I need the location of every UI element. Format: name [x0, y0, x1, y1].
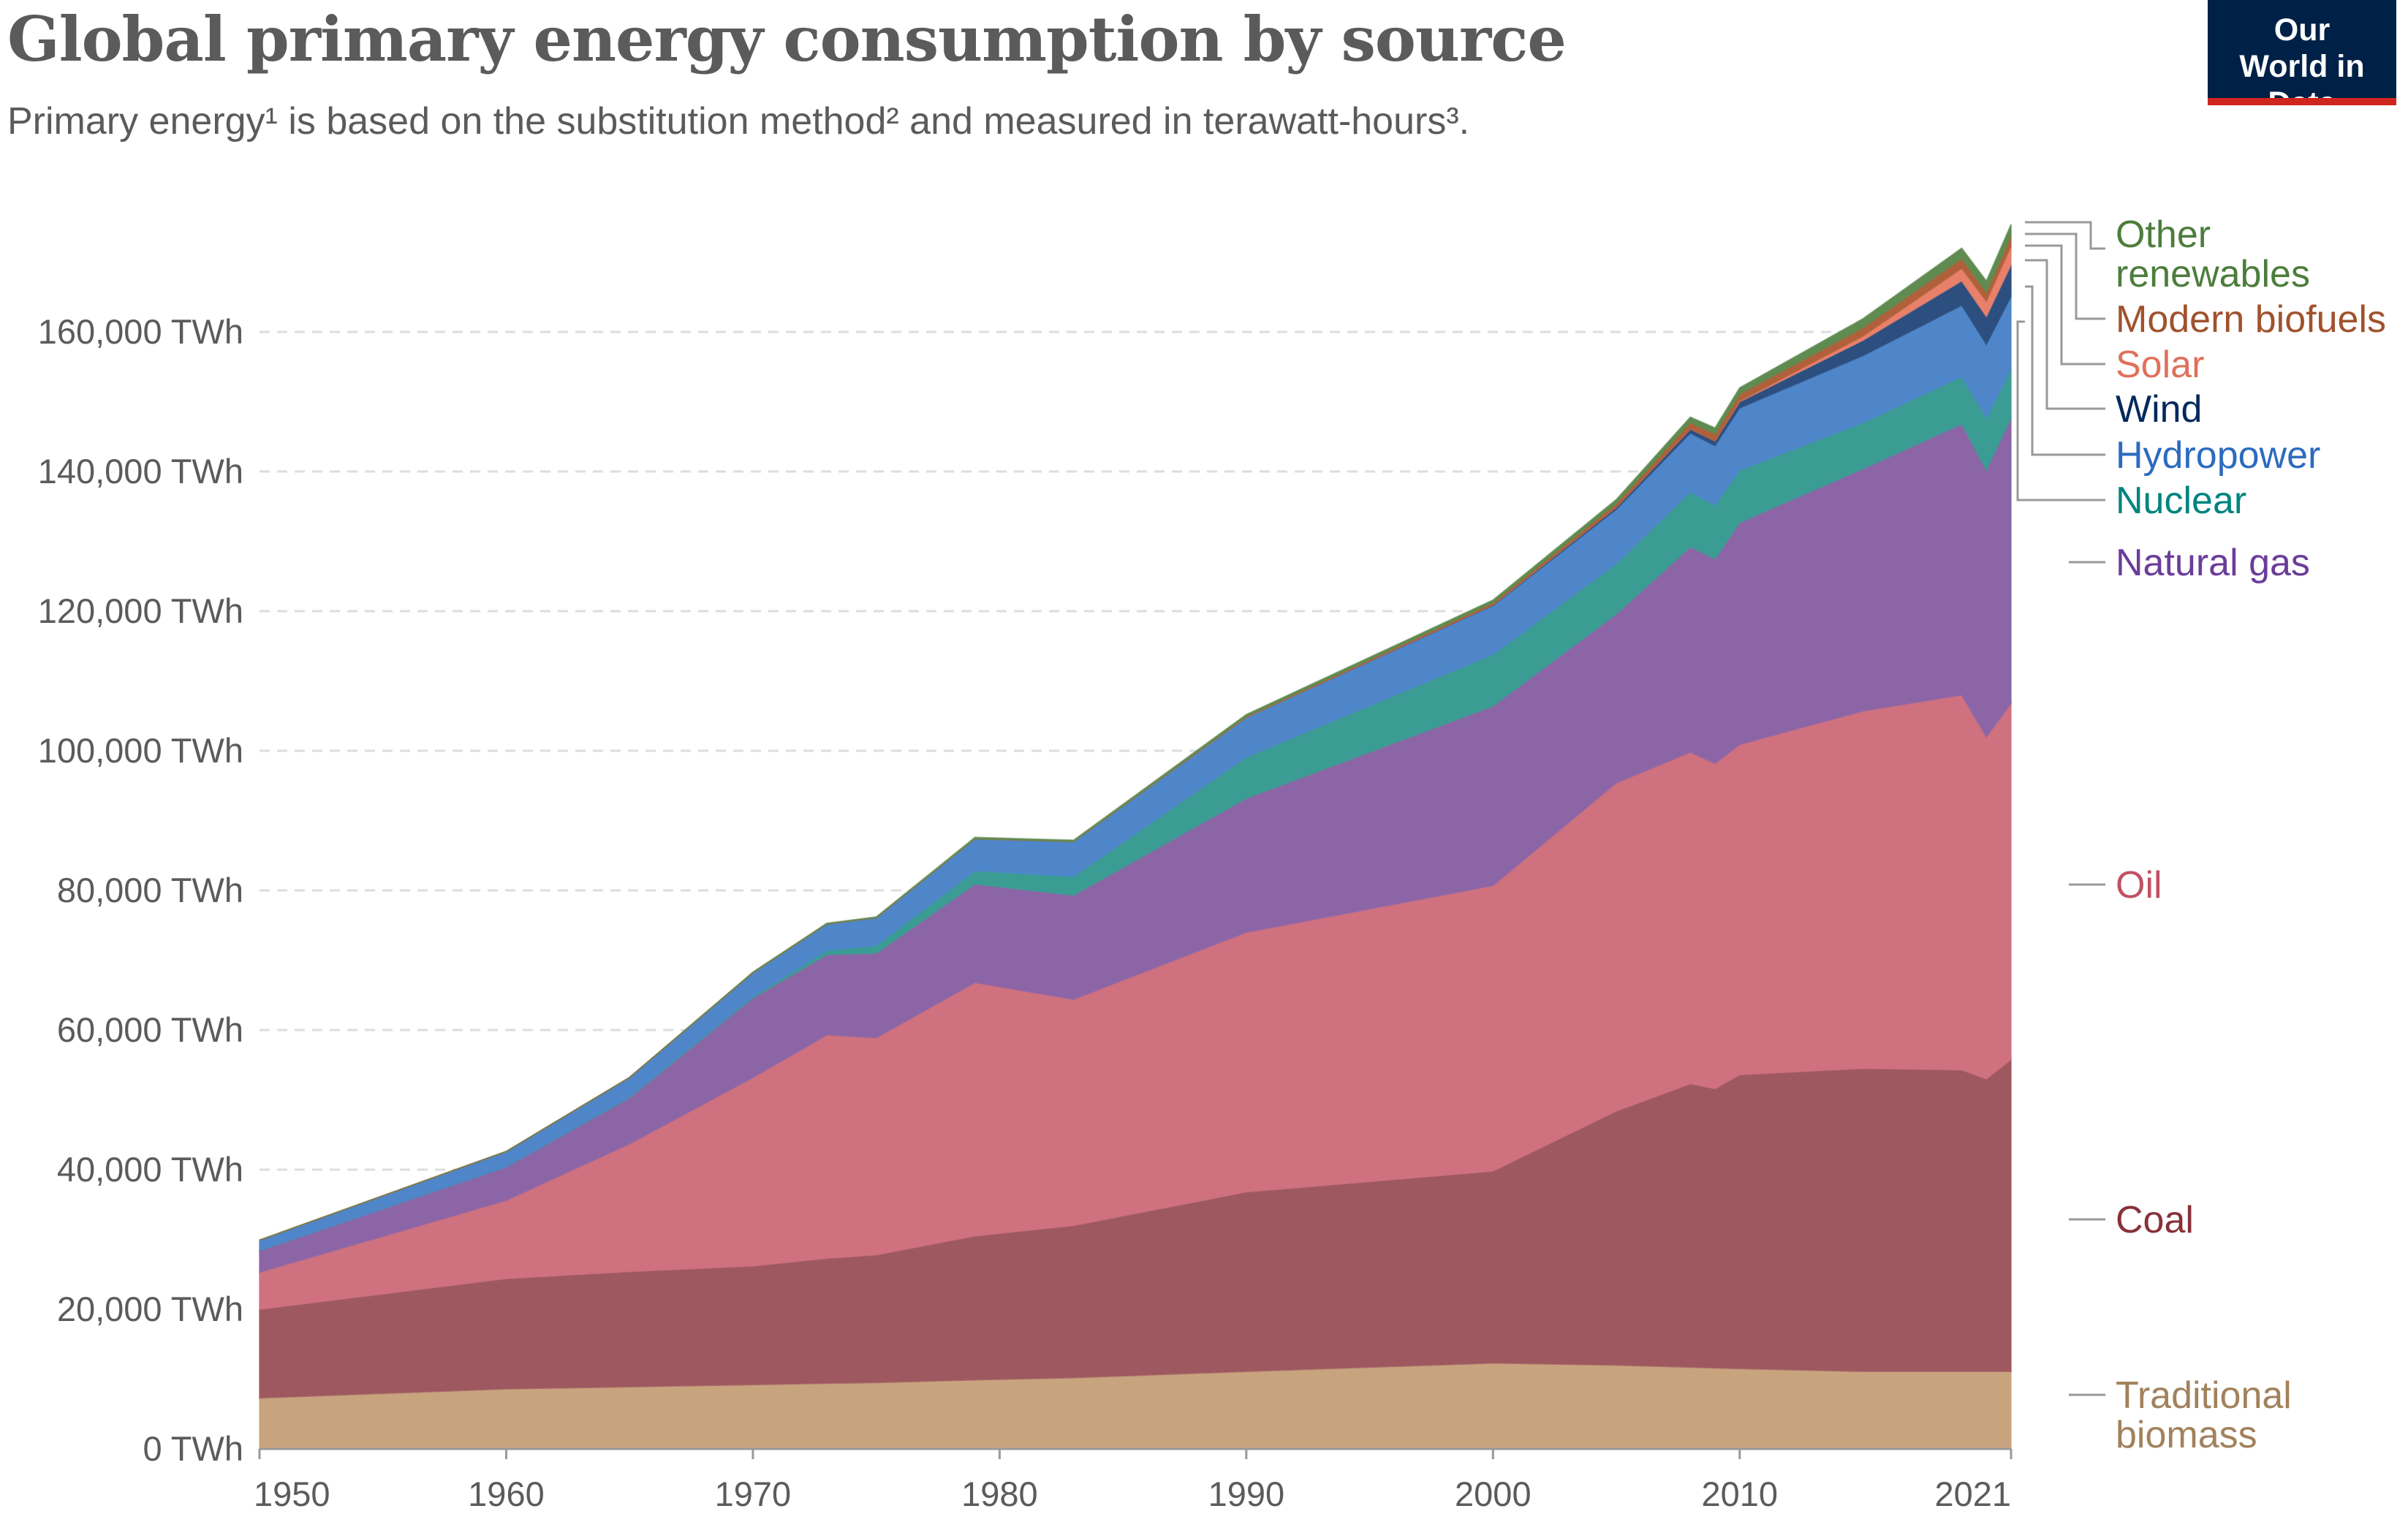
legend-connector: [2016, 320, 2105, 501]
x-tick-label: 1960: [468, 1475, 545, 1513]
x-tick-label: 1970: [715, 1475, 792, 1513]
legend-label-oil[interactable]: Oil: [2116, 864, 2162, 906]
legend-label-hydropower[interactable]: Hydropower: [2116, 434, 2320, 477]
legend-label-line: Nuclear: [2116, 480, 2246, 522]
chart-title: Global primary energy consumption by sou…: [7, 3, 1567, 75]
y-tick-label: 80,000 TWh: [57, 871, 243, 909]
area-other-renewables: [259, 224, 2012, 1241]
legend-label-line: Oil: [2116, 864, 2162, 906]
x-tick-label: 1950: [254, 1475, 330, 1513]
x-tick-label: 1990: [1208, 1475, 1285, 1513]
legend-connector: [2025, 244, 2105, 366]
legend-label-line: renewables: [2116, 253, 2310, 295]
y-tick-label: 40,000 TWh: [57, 1150, 243, 1189]
legend-label-line: biomass: [2116, 1414, 2257, 1456]
legend-label-wind[interactable]: Wind: [2116, 388, 2202, 431]
y-tick-label: 60,000 TWh: [57, 1010, 243, 1049]
x-tick-label: 2021: [1934, 1475, 2011, 1513]
x-tick-label: 2010: [1702, 1475, 1779, 1513]
legend-label-other-renewables[interactable]: Other renewables: [2116, 213, 2310, 295]
legend-label-coal[interactable]: Coal: [2116, 1199, 2194, 1241]
owid-logo[interactable]: Our World in Data: [2208, 0, 2396, 121]
y-tick-label: 20,000 TWh: [57, 1290, 243, 1328]
chart-subtitle: Primary energy¹ is based on the substitu…: [7, 100, 1470, 143]
y-tick-label: 160,000 TWh: [38, 312, 243, 351]
legend-label-nuclear[interactable]: Nuclear: [2116, 480, 2246, 522]
legend-connector: [2025, 232, 2105, 320]
legend-label-line: Hydropower: [2116, 434, 2320, 477]
y-tick-label: 120,000 TWh: [38, 591, 243, 630]
x-tick-label: 1980: [961, 1475, 1038, 1513]
y-tick-label: 100,000 TWh: [38, 731, 243, 770]
legend-label-modern-biofuels[interactable]: Modern biofuels: [2116, 298, 2386, 341]
legend-label-line: Traditional: [2116, 1374, 2292, 1417]
legend-label-solar[interactable]: Solar: [2116, 344, 2204, 386]
legend-label-line: Wind: [2116, 388, 2202, 431]
x-tick-label: 2000: [1455, 1475, 1531, 1513]
legend-label-natural-gas[interactable]: Natural gas: [2116, 542, 2310, 584]
legend-connector: [2025, 221, 2105, 250]
legend-label-traditional-biomass[interactable]: Traditional biomass: [2116, 1374, 2292, 1456]
legend-label-line: Modern biofuels: [2116, 298, 2386, 341]
legend-label-line: Other: [2116, 213, 2211, 256]
legend-connector: [2025, 285, 2105, 456]
legend-label-line: Coal: [2116, 1199, 2194, 1241]
y-tick-label: 140,000 TWh: [38, 452, 243, 491]
y-tick-label: 0 TWh: [143, 1429, 243, 1468]
legend-label-line: Solar: [2116, 344, 2204, 386]
logo-red-bar: [2208, 98, 2396, 105]
legend-label-line: Natural gas: [2116, 542, 2310, 584]
legend-connector: [2025, 259, 2105, 410]
